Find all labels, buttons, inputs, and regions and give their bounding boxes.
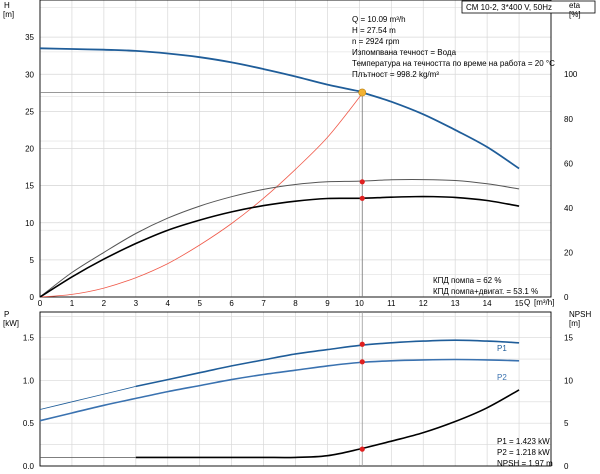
x-tick-label: 3 — [134, 299, 139, 308]
tick-labels: 0 1 2 3 4 5 6 7 8 9 10 11 12 13 14 15051015202530350204… — [23, 33, 578, 471]
y-left-tick-label: 30 — [25, 70, 34, 79]
x-tick-label: 13 — [451, 299, 460, 308]
duty-point-marker — [358, 88, 367, 97]
y-left-tick-label: 0 — [30, 293, 35, 302]
x-tick-label: 6 — [229, 299, 234, 308]
y-left-label-bottom: P — [4, 310, 9, 319]
series-label-p2: P2 — [497, 373, 507, 382]
power-marker — [359, 446, 365, 452]
bottom-p1-curve — [39, 386, 136, 410]
series-label-p1: P1 — [497, 344, 507, 353]
y-left-tick-label: 0.5 — [23, 419, 35, 428]
x-tick-label: 7 — [261, 299, 266, 308]
point-markers — [358, 88, 367, 452]
info-fluid: Изпомпвана течност = Вода — [352, 48, 457, 57]
y-left-label-top: H — [4, 1, 10, 10]
y-left-unit-bottom: [kW] — [3, 319, 19, 328]
efficiency-marker — [359, 195, 365, 201]
grid-bottom — [39, 312, 552, 467]
top-h-curve — [39, 47, 520, 170]
x-tick-label: 15 — [515, 299, 524, 308]
y-right-tick-label: 15 — [564, 334, 573, 343]
info-p2: P2 = 1.218 kW — [497, 448, 550, 457]
info-pump-efficiency: КПД помпа = 62 % — [433, 276, 501, 285]
x-tick-label: 2 — [102, 299, 107, 308]
info-flow: Q = 10.09 m³/h — [352, 15, 406, 24]
model-box — [461, 0, 596, 14]
info-npsh: NPSH = 1.97 m — [497, 459, 553, 468]
plot-frame-bottom — [39, 311, 552, 467]
x-tick-label: 11 — [387, 299, 396, 308]
plot-frame-top — [39, 0, 552, 298]
y-right-unit-bottom: [m] — [569, 319, 580, 328]
power-marker — [359, 359, 365, 365]
power-marker — [359, 341, 365, 347]
model-label: CM 10-2, 3*400 V, 50Hz — [466, 3, 552, 12]
y-left-unit-top: [m] — [3, 10, 14, 19]
x-tick-label: 1 — [70, 299, 75, 308]
y-left-tick-label: 0.0 — [23, 462, 35, 471]
y-right-tick-label: 40 — [564, 204, 573, 213]
y-left-tick-label: 1.0 — [23, 376, 35, 385]
y-right-tick-label: 5 — [564, 419, 569, 428]
y-right-label-bottom: NPSH — [569, 310, 591, 319]
x-tick-label: 8 — [293, 299, 298, 308]
y-left-tick-label: 25 — [25, 107, 34, 116]
y-right-tick-label: 0 — [564, 462, 569, 471]
y-left-tick-label: 5 — [30, 256, 35, 265]
info-total-efficiency: КПД помпа+двигат. = 53.1 % — [433, 287, 538, 296]
x-label: Q — [524, 298, 530, 307]
curves — [39, 47, 520, 459]
x-tick-label: 14 — [483, 299, 492, 308]
y-left-tick-label: 1.5 — [23, 334, 35, 343]
y-right-tick-label: 20 — [564, 248, 573, 257]
x-unit: [m³/h] — [534, 298, 554, 307]
info-density: Плътност = 998.2 kg/m³ — [352, 70, 439, 79]
x-tick-label: 12 — [419, 299, 428, 308]
info-p1: P1 = 1.423 kW — [497, 437, 550, 446]
x-tick-label: 9 — [325, 299, 330, 308]
top-system-curve — [39, 91, 364, 298]
bottom-p2-curve — [39, 358, 520, 422]
bottom-npsh-curve — [135, 389, 520, 459]
y-right-unit-top: [%] — [569, 10, 581, 19]
y-right-tick-label: 100 — [564, 70, 578, 79]
info-head: H = 27.54 m — [352, 26, 396, 35]
y-right-tick-label: 10 — [564, 376, 573, 385]
y-right-label-top: eta — [569, 1, 581, 10]
efficiency-marker — [359, 179, 365, 185]
y-left-tick-label: 15 — [25, 182, 34, 191]
y-left-tick-label: 35 — [25, 33, 34, 42]
axes — [39, 0, 552, 467]
x-tick-label: 10 — [355, 299, 364, 308]
y-right-tick-label: 60 — [564, 159, 573, 168]
info-speed: n = 2924 rpm — [352, 37, 400, 46]
top-eff-curve — [39, 195, 520, 298]
x-tick-label: 5 — [197, 299, 202, 308]
x-tick-label: 0 — [38, 299, 43, 308]
top-eff_thin-curve — [39, 179, 520, 298]
y-right-tick-label: 80 — [564, 115, 573, 124]
y-left-tick-label: 20 — [25, 145, 34, 154]
bottom-p1-curve — [135, 339, 520, 388]
y-left-tick-label: 10 — [25, 219, 34, 228]
x-tick-label: 4 — [166, 299, 171, 308]
info-temperature: Температура на течността по време на раб… — [352, 59, 555, 68]
y-right-tick-label: 0 — [564, 293, 569, 302]
grid-top — [39, 0, 552, 298]
